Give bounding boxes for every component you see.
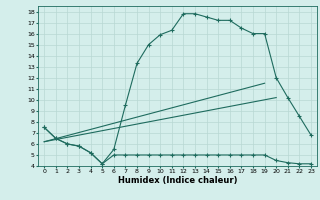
X-axis label: Humidex (Indice chaleur): Humidex (Indice chaleur): [118, 176, 237, 185]
